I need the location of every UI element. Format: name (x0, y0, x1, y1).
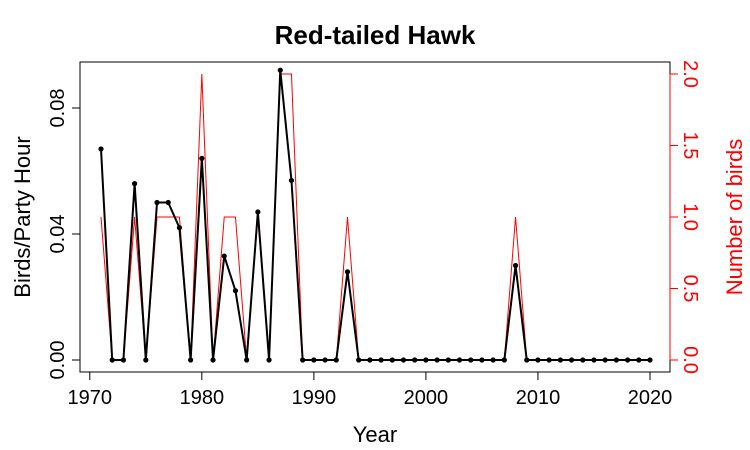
data-point (300, 357, 306, 363)
y2-axis-label: Number of birds (722, 139, 747, 296)
x-axis: 1970 1980 1990 2000 2010 2020 (68, 371, 673, 409)
data-point (165, 199, 171, 206)
x-tick-label: 1990 (292, 387, 337, 409)
data-point (367, 357, 373, 363)
data-point (176, 225, 183, 231)
data-point (210, 357, 216, 363)
data-point (378, 357, 384, 363)
black-series-line (100, 70, 650, 361)
data-point (311, 357, 317, 363)
x-tick-label: 1970 (68, 387, 113, 409)
data-point (591, 357, 597, 363)
data-point (344, 269, 351, 275)
data-point (188, 357, 194, 363)
x-tick-label: 2020 (628, 387, 673, 409)
data-point (445, 357, 451, 363)
data-point (333, 357, 339, 363)
data-point (199, 155, 205, 161)
data-point (434, 357, 440, 363)
y2-tick-label: 1.0 (679, 203, 701, 231)
x-tick-label: 2010 (516, 387, 561, 409)
data-point (412, 357, 418, 363)
data-point (232, 288, 239, 294)
black-series-birds-per-party-hour (98, 67, 653, 363)
y2-tick-label: 2.0 (679, 60, 701, 88)
data-point (154, 199, 160, 206)
y2-tick-label: 1.5 (679, 132, 701, 160)
data-point (244, 357, 250, 363)
data-point (647, 357, 653, 363)
data-point (602, 357, 608, 363)
y-axis-left: 0.00 0.04 0.08 (47, 89, 81, 380)
data-point (557, 357, 563, 363)
data-point (288, 177, 295, 184)
data-point (501, 357, 507, 363)
data-point (266, 357, 272, 363)
data-point (255, 209, 261, 215)
data-point (98, 146, 104, 152)
data-point (456, 357, 463, 363)
data-point (524, 357, 530, 363)
y-tick-label: 0.04 (47, 215, 69, 254)
data-point (132, 181, 138, 187)
y-axis-right: 0.0 0.5 1.0 1.5 2.0 (669, 60, 701, 374)
data-point (568, 357, 575, 363)
data-point (400, 357, 407, 363)
y-tick-label: 0.08 (47, 89, 69, 128)
data-point (356, 357, 362, 363)
y-axis-label: Birds/Party Hour (10, 136, 35, 297)
data-point (580, 357, 586, 363)
data-point (120, 357, 127, 363)
data-point (277, 67, 283, 73)
data-point (613, 357, 619, 363)
data-point (535, 357, 541, 363)
data-point (423, 357, 429, 363)
data-point (143, 357, 149, 363)
data-point (468, 357, 474, 363)
data-point (389, 357, 395, 363)
data-point (322, 357, 328, 363)
y-tick-label: 0.00 (47, 341, 69, 380)
y2-tick-label: 0.0 (679, 346, 701, 374)
chart-title: Red-tailed Hawk (275, 20, 476, 50)
data-point (479, 357, 485, 363)
data-point (636, 357, 642, 363)
data-point (109, 357, 115, 363)
y2-tick-label: 0.5 (679, 275, 701, 303)
data-point (221, 253, 227, 259)
data-point (624, 357, 631, 363)
data-point (546, 357, 552, 363)
red-series-number-of-birds (100, 73, 650, 361)
x-tick-label: 1980 (180, 387, 225, 409)
data-point (490, 357, 496, 363)
data-point (512, 262, 519, 269)
x-axis-label: Year (353, 422, 397, 447)
red-series-line (100, 73, 650, 361)
x-tick-label: 2000 (404, 387, 449, 409)
